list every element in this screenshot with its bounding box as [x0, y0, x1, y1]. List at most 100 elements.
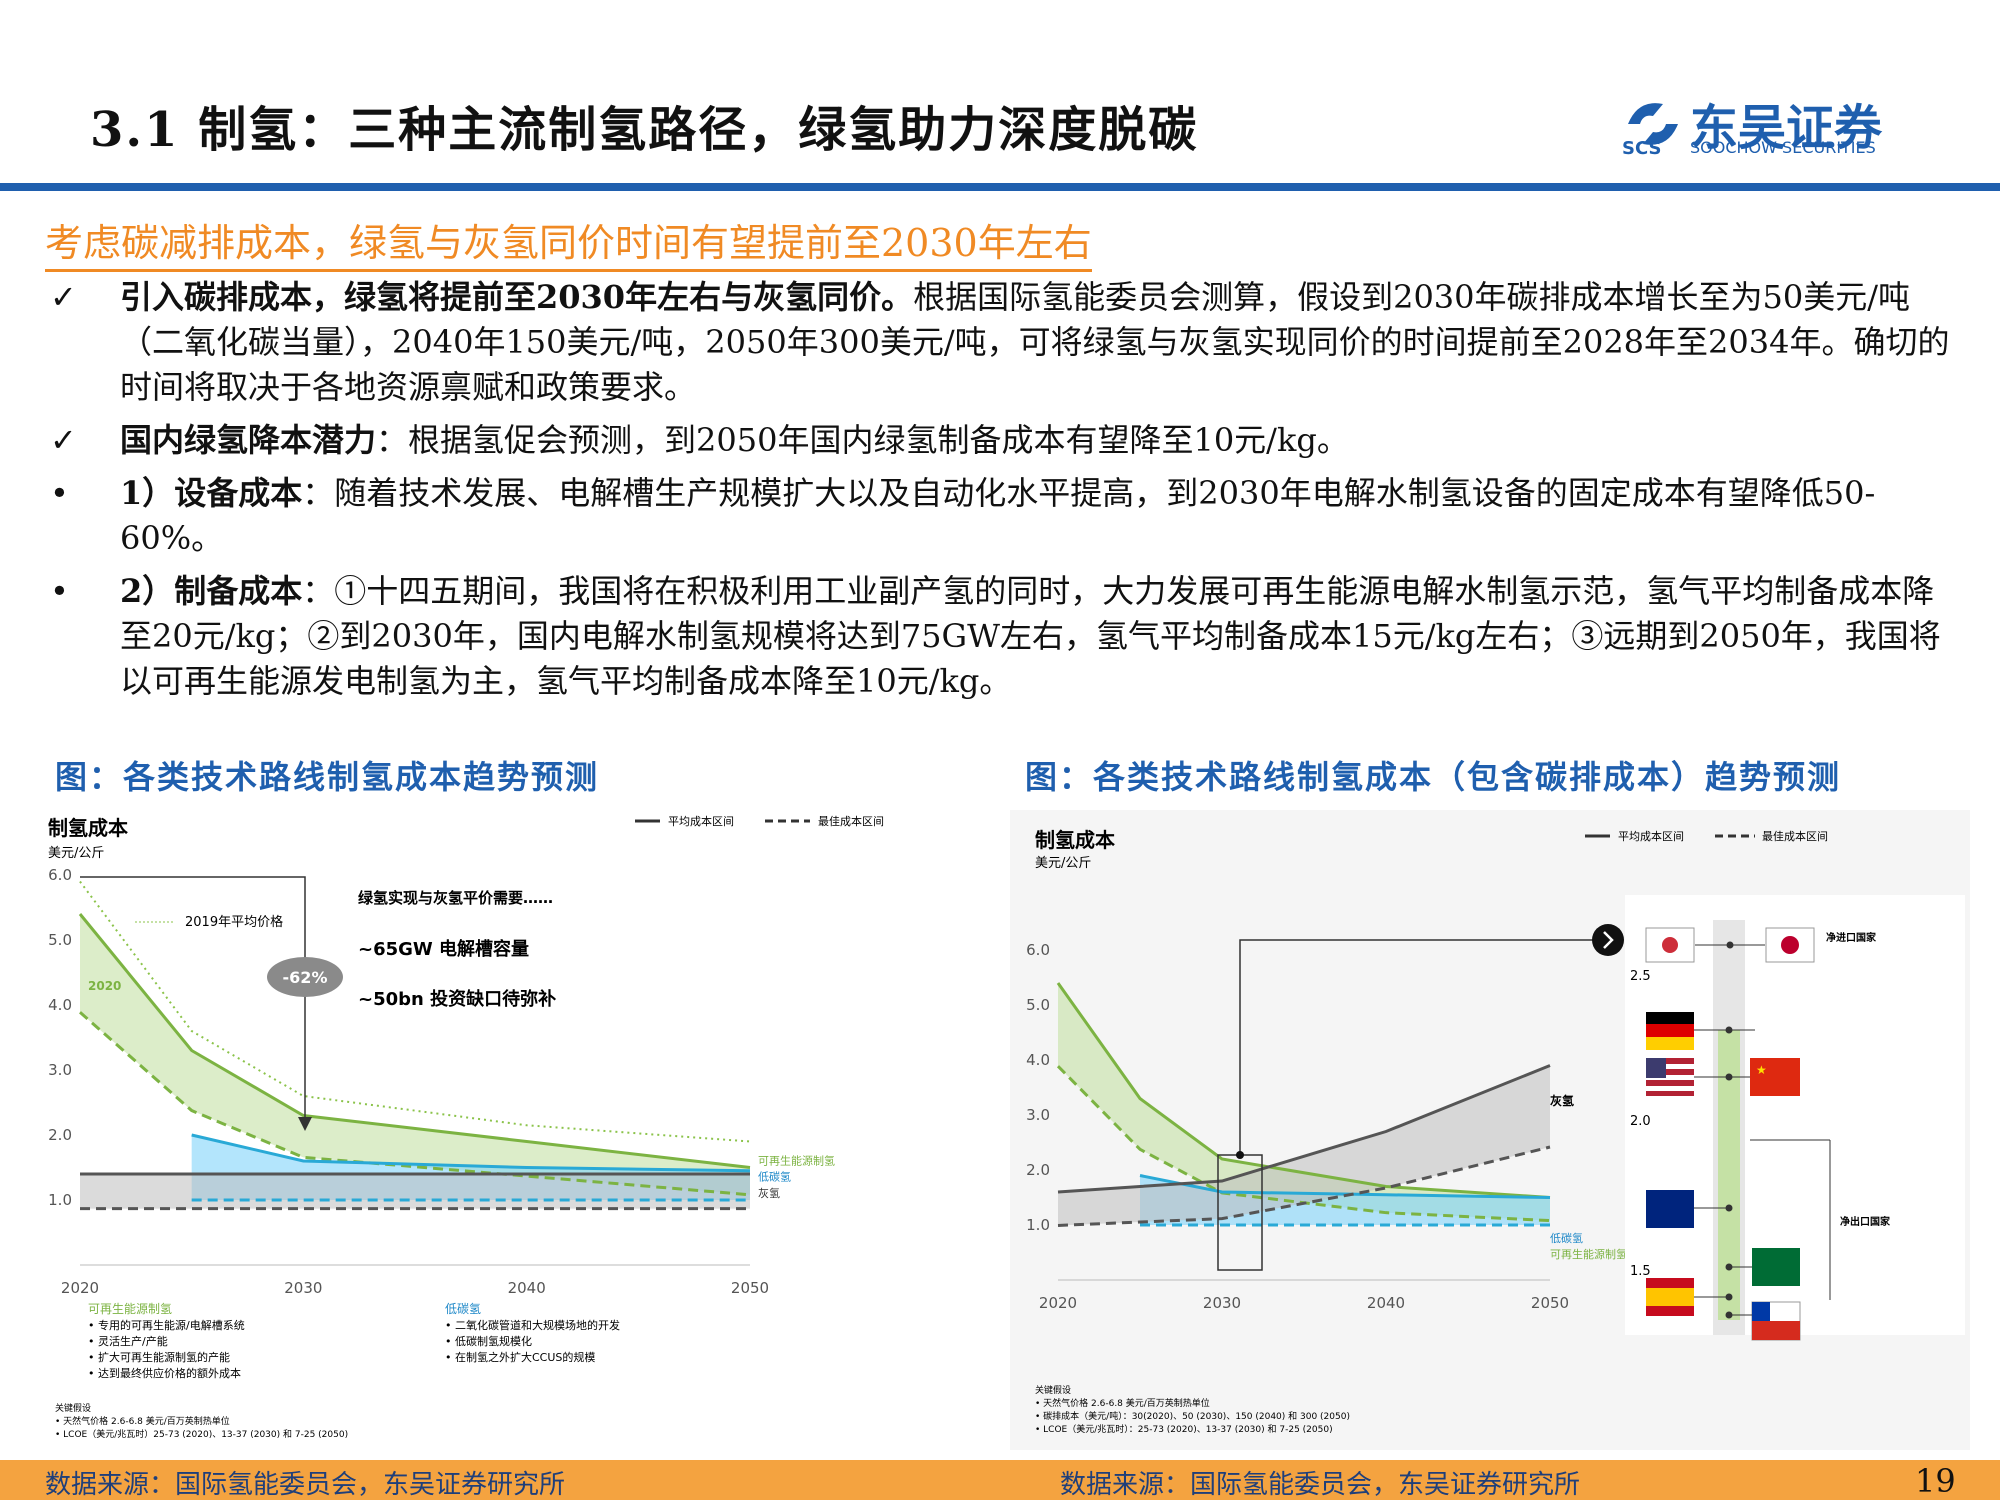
checkmark-icon: ✓ — [50, 278, 77, 316]
checkmark-icon: ✓ — [50, 421, 77, 459]
flag-saudi-arabia-icon — [1752, 1248, 1800, 1286]
renewable-band — [1058, 983, 1550, 1221]
bullet-text: ：①十四五期间，我国将在积极利用工业副产氢的同时，大力发展可再生能源电解水制氢示… — [120, 572, 1941, 700]
legend-best: 最佳成本区间 — [818, 814, 884, 828]
inset-tick-25: 2.5 — [1630, 969, 1651, 984]
series-end-label: 灰氢 — [758, 1186, 780, 1200]
y-tick-label: 4.0 — [1026, 1051, 1050, 1069]
footer-bar — [0, 1460, 2000, 1500]
x-tick-label: 2030 — [284, 1279, 322, 1297]
annotation-parity: 绿氢实现与灰氢平价需要…… — [358, 889, 553, 907]
note-lowcarbon-2: • 低碳制氢规模化 — [445, 1334, 532, 1348]
series-line-renewable-best — [79, 1011, 751, 1197]
y-tick-label: 2.0 — [48, 1126, 72, 1144]
bullet-text: 根据国际氢能委员会测算，假设到2030年碳排成本增长至为50美元/吨（二氧化碳当… — [120, 278, 1950, 406]
assumption-2: • 碳排成本（美元/吨）：30(2020)、50 (2030)、150 (204… — [1035, 1410, 1350, 1422]
source-left: 数据来源：国际氢能委员会，东吴证券研究所 — [45, 1470, 566, 1500]
chevron-right-icon — [1592, 924, 1624, 956]
reference-bracket — [80, 876, 306, 1125]
bullet-bold: 引入碳排成本，绿氢将提前至2030年左右与灰氢同价。 — [120, 278, 914, 316]
bullet-list: ✓ 引入碳排成本，绿氢将提前至2030年左右与灰氢同价。根据国际氢能委员会测算，… — [50, 275, 1950, 712]
assumption-3: • LCOE（美元/兆瓦时）：25-73 (2020)、13-37 (2030)… — [1035, 1423, 1333, 1435]
reduction-badge-label: -62% — [283, 968, 328, 987]
chart-left: 制氢成本 美元/公斤 平均成本区间 最佳成本区间 1.0 2.0 3.0 4.0 5.0… — [48, 814, 884, 1440]
y-tick-label: 6.0 — [48, 866, 72, 884]
chart-ylabel: 美元/公斤 — [48, 846, 104, 861]
callout-connector — [1239, 939, 1600, 1155]
series-line-lowcarbon — [191, 1133, 751, 1173]
note-lowcarbon-title: 低碳氢 — [445, 1301, 481, 1316]
annotation-2020: 2020 — [88, 979, 121, 993]
assumption-1: • 天然气价格 2.6-6.8 美元/百万英制热单位 — [1035, 1397, 1210, 1409]
x-tick-label: 2050 — [1531, 1294, 1569, 1312]
company-logo-icon — [1628, 103, 1678, 145]
inset-tick-20: 2.0 — [1630, 1114, 1651, 1129]
grey-band — [80, 1174, 750, 1209]
label-grey: 灰氢 — [1550, 1093, 1574, 1108]
y-tick-label: 2.0 — [1026, 1161, 1050, 1179]
bullet-text: ：随着技术发展、电解槽生产规模扩大以及自动化水平提高，到2030年电解水制氢设备… — [120, 474, 1876, 557]
assumption-1: • 天然气价格 2.6-6.8 美元/百万英制热单位 — [55, 1415, 230, 1427]
bullet-dot-icon: • — [50, 474, 69, 512]
bullet-item: ✓ 国内绿氢降本潜力：根据氢促会预测，到2050年国内绿氢制备成本有望降至10元… — [50, 418, 1950, 463]
note-renewable-3: • 扩大可再生能源制氢的产能 — [88, 1350, 230, 1364]
note-renewable-2: • 灵活生产/产能 — [88, 1334, 168, 1348]
note-renewable-title: 可再生能源制氢 — [88, 1301, 172, 1316]
x-tick-label: 2030 — [1203, 1294, 1241, 1312]
reduction-badge — [267, 957, 343, 997]
note-lowcarbon-1: • 二氧化碳管道和大规模场地的开发 — [445, 1318, 620, 1332]
note-renewable-4: • 达到最终供应价格的额外成本 — [88, 1366, 241, 1380]
figure-right-title: 图：各类技术路线制氢成本（包含碳排成本）趋势预测 — [1025, 758, 1842, 796]
legend-average: 平均成本区间 — [668, 814, 734, 828]
section-subheading: 考虑碳减排成本，绿氢与灰氢同价时间有望提前至2030年左右 — [45, 212, 1092, 272]
label-renewable: 可再生能源制氢 — [1550, 1247, 1627, 1261]
series-line-grey-best — [1057, 1145, 1551, 1227]
bullet-bold: 国内绿氢降本潜力 — [120, 421, 377, 459]
flag-australia-icon — [1646, 1190, 1694, 1228]
svg-text:★: ★ — [1756, 1063, 1767, 1077]
bullet-bold: 1）设备成本 — [120, 474, 303, 512]
y-tick-label: 1.0 — [1026, 1216, 1050, 1234]
bullet-item: • 2）制备成本：①十四五期间，我国将在积极利用工业副产氢的同时，大力发展可再生… — [50, 569, 1950, 704]
chart-ylabel: 美元/公斤 — [1035, 856, 1091, 871]
legend-best: 最佳成本区间 — [1762, 829, 1828, 843]
y-tick-label: 3.0 — [1026, 1106, 1050, 1124]
x-tick-label: 2040 — [1367, 1294, 1405, 1312]
inset-label-exporters: 净出口国家 — [1840, 1215, 1891, 1228]
source-right: 数据来源：国际氢能委员会，东吴证券研究所 — [1060, 1470, 1581, 1500]
assumption-title: 关键假设 — [1035, 1384, 1071, 1396]
x-tick-label: 2020 — [1039, 1294, 1077, 1312]
plot-area: 1.0 2.0 3.0 4.0 5.0 6.0 2020 2030 2040 2050 — [1026, 941, 1569, 1312]
company-logo-name: 东吴证券 — [1690, 100, 1883, 156]
renewable-band — [80, 914, 750, 1195]
legend-average: 平均成本区间 — [1618, 829, 1684, 843]
flag-china-icon — [1750, 1058, 1800, 1096]
annotation-2019: 2019年平均价格 — [185, 914, 283, 930]
figure-left-title: 图：各类技术路线制氢成本趋势预测 — [55, 758, 600, 796]
x-tick-label: 2020 — [61, 1279, 99, 1297]
y-tick-label: 6.0 — [1026, 941, 1050, 959]
y-tick-label: 3.0 — [48, 1061, 72, 1079]
annotation-investment: ~50bn 投资缺口待弥补 — [358, 988, 556, 1010]
x-tick-label: 2040 — [508, 1279, 546, 1297]
bullet-item: • 1）设备成本：随着技术发展、电解槽生产规模扩大以及自动化水平提高，到2030… — [50, 471, 1950, 561]
y-tick-label: 4.0 — [48, 996, 72, 1014]
chart-title: 制氢成本 — [1035, 828, 1115, 852]
page-number: 19 — [1915, 1462, 1956, 1500]
series-line-renewable — [1056, 982, 1551, 1199]
company-logo-english: SOOCHOW SECURITIES — [1690, 138, 1876, 157]
assumption-2: • LCOE（美元/兆瓦时）25-73 (2020)、13-37 (2030) … — [55, 1428, 348, 1440]
arrow-head-icon — [298, 1117, 312, 1131]
bullet-bold: 2）制备成本 — [120, 572, 303, 610]
inset-tick-15: 1.5 — [1630, 1264, 1651, 1279]
page-title: 3.1 制氢：三种主流制氢路径，绿氢助力深度脱碳 — [90, 102, 1199, 158]
plot-area: 1.0 2.0 3.0 4.0 5.0 6.0 2020 2030 2040 2050 可再生能源制… — [48, 866, 835, 1297]
grey-band — [1058, 1065, 1550, 1226]
header-divider — [0, 183, 2000, 191]
y-tick-label: 5.0 — [1026, 996, 1050, 1014]
chart-title: 制氢成本 — [48, 816, 128, 840]
company-logo-mark: SCS — [1622, 138, 1662, 159]
inset-range-bar — [1718, 1030, 1740, 1320]
series-line-grey — [1057, 1064, 1551, 1194]
bullet-dot-icon: • — [50, 572, 69, 610]
